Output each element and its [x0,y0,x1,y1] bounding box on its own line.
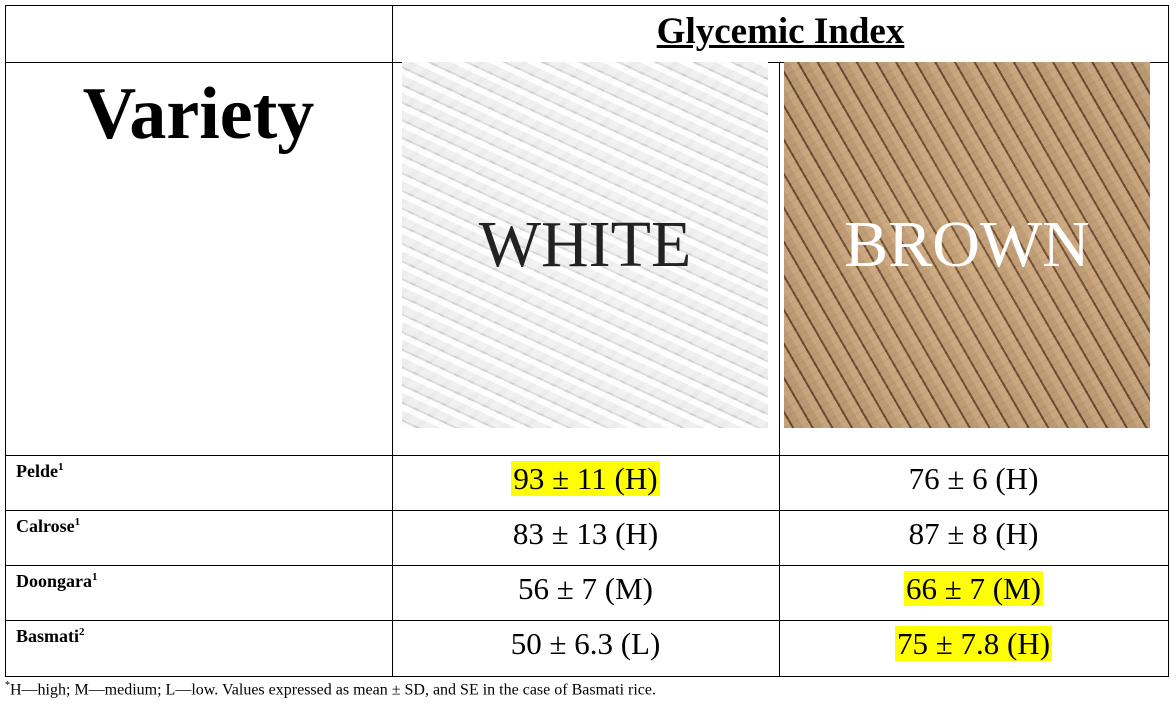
gi-cell: 50 ± 6.3 (L) [392,626,779,662]
gi-cell: 76 ± 6 (H) [779,461,1168,497]
border [5,455,1169,456]
variety-label: Doongara [16,571,92,591]
reference: 1 [92,571,98,583]
variety-label: Pelde [16,461,58,481]
border [1168,5,1169,677]
variety-name: Calrose1 [16,516,80,537]
border [5,5,6,677]
reference: 2 [79,626,85,638]
gi-cell: 56 ± 7 (M) [392,571,779,607]
border [779,62,780,677]
variety-name: Basmati2 [16,626,85,647]
gi-value: 87 ± 8 (H) [908,516,1039,551]
footnote-mark: * [5,680,10,691]
variety-name: Doongara1 [16,571,98,592]
gi-value: 56 ± 7 (M) [518,571,653,606]
gi-cell: 87 ± 8 (H) [779,516,1168,552]
gi-cell: 66 ± 7 (M) [779,571,1168,607]
footnote-text: H—high; M—medium; L—low. Values expresse… [10,681,656,699]
gi-value: 93 ± 11 (H) [511,461,660,496]
table-title: Glycemic Index [656,11,905,52]
variety-label: Calrose [16,516,75,536]
footnote: *H—high; M—medium; L—low. Values express… [5,680,656,699]
variety-name: Pelde1 [16,461,64,482]
border [5,620,1169,621]
border [5,565,1169,566]
gi-value: 75 ± 7.8 (H) [894,626,1053,661]
reference: 1 [58,461,64,473]
gi-cell: 83 ± 13 (H) [392,516,779,552]
border [392,5,393,677]
image-label: WHITE [478,208,692,281]
gi-value: 66 ± 7 (M) [904,571,1043,606]
brown-rice-image: BROWN [784,62,1150,428]
gi-value: 76 ± 6 (H) [908,461,1039,496]
column-header: Variety [82,73,315,155]
border [5,510,1169,511]
gi-value: 83 ± 13 (H) [512,516,659,551]
image-label: BROWN [844,208,1090,281]
variety-label: Basmati [16,626,79,646]
gi-cell: 93 ± 11 (H) [392,461,779,497]
gi-value: 50 ± 6.3 (L) [510,626,661,661]
white-rice-image: WHITE [402,62,768,428]
border [5,5,1169,6]
reference: 1 [74,516,81,528]
border [5,676,1169,677]
gi-cell: 75 ± 7.8 (H) [779,626,1168,662]
